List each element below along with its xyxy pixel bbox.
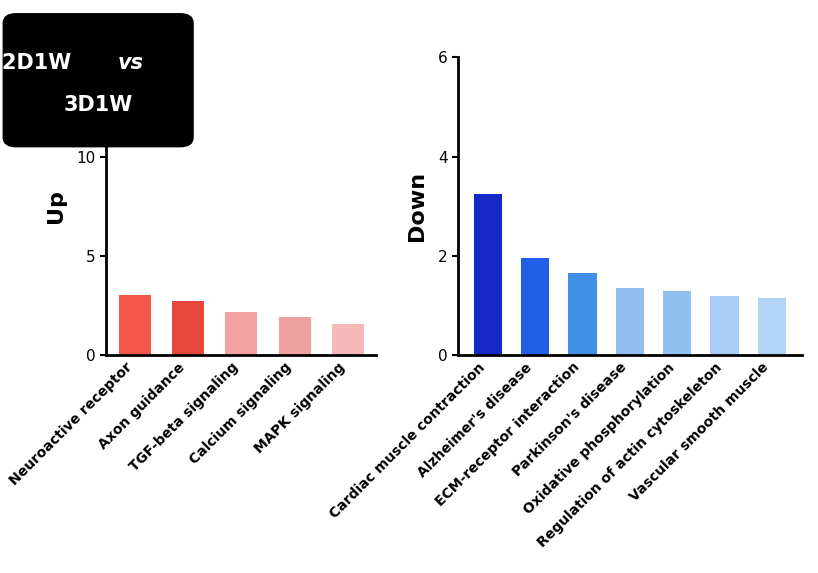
Text: 3D1W: 3D1W xyxy=(64,96,133,115)
Bar xyxy=(332,324,364,355)
Bar xyxy=(474,194,502,355)
Bar xyxy=(663,291,691,355)
Bar xyxy=(172,301,204,355)
Bar xyxy=(757,298,786,355)
Text: vs: vs xyxy=(118,53,144,73)
Bar xyxy=(521,258,550,355)
Bar xyxy=(616,288,644,355)
Bar xyxy=(119,295,151,355)
Text: 2D1W: 2D1W xyxy=(2,53,79,73)
Bar xyxy=(225,312,258,355)
Bar xyxy=(279,316,311,355)
Y-axis label: Up: Up xyxy=(46,189,65,223)
Bar xyxy=(710,296,739,355)
Y-axis label: Down: Down xyxy=(407,171,427,241)
Bar xyxy=(569,273,597,355)
FancyBboxPatch shape xyxy=(3,14,193,147)
